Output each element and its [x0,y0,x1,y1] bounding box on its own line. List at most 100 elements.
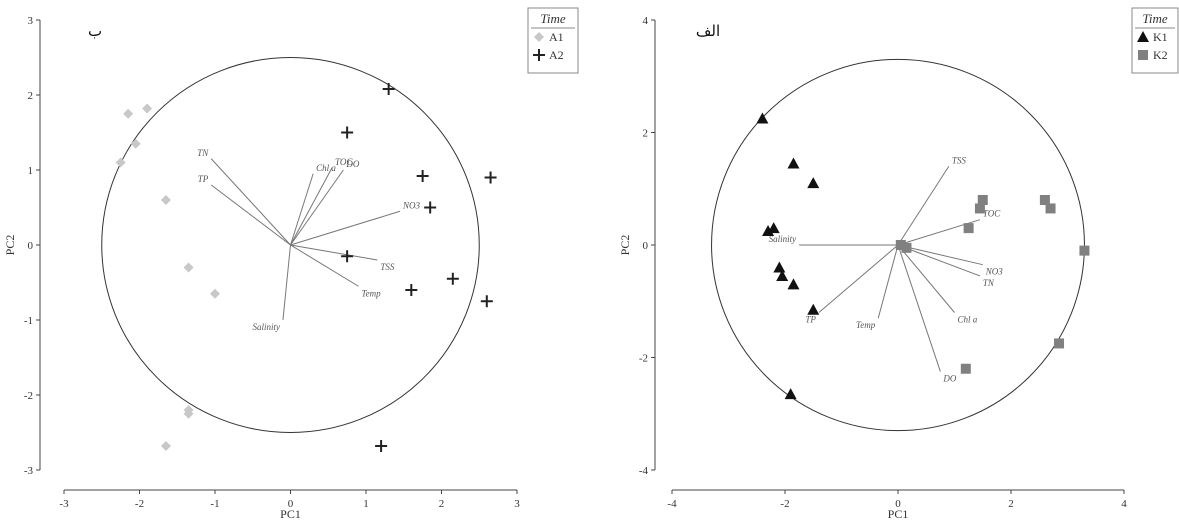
correlation-circle [101,57,480,433]
loading-label-chl-a: Chl a [958,315,978,325]
point-k1 [767,222,780,234]
x-tick-label: -3 [59,498,69,510]
y-axis-title: PC2 [618,235,632,256]
x-axis-title: PC1 [280,507,301,521]
point-a2 [382,83,395,95]
loading-vector-salinity [282,244,291,321]
loading-vector-tss [897,165,950,246]
point-k2 [1054,338,1065,349]
loading-vector-tss [290,244,378,261]
point-k1 [762,224,775,236]
y-tick-label: 0 [28,240,34,252]
point-k2 [974,203,985,214]
legend-marker-k1 [1137,31,1149,42]
legend-label-a2: A2 [549,48,564,62]
loading-label-salinity: Salinity [252,322,280,332]
y-tick-label: -4 [639,465,649,477]
point-k1 [784,388,797,400]
y-axis-title: PC2 [3,235,17,256]
loading-label-toc: TOC [335,157,353,167]
point-a1 [123,108,134,119]
point-a2 [446,272,459,285]
loading-vector-chl-a [897,244,955,313]
legend: Time A1 A2 [527,7,579,74]
point-a2 [405,284,418,296]
point-a1 [183,405,194,415]
point-k1 [773,261,786,273]
legend-marker-a1 [534,32,544,42]
x-tick-label: -2 [135,498,144,510]
x-tick-label: 4 [1121,498,1127,510]
x-tick-label: 2 [439,498,445,510]
legend-label-k2: K2 [1153,48,1168,62]
loading-label-do: DO [942,374,956,384]
x-tick-label: 0 [288,498,294,510]
loading-vector-no3 [897,244,983,266]
point-a2 [424,201,437,214]
x-tick-label: -2 [780,498,789,510]
loading-vector-no3 [290,210,401,246]
x-tick-label: 0 [895,498,901,510]
y-tick-label: 4 [643,15,649,27]
loading-label-salinity: Salinity [769,234,797,244]
loading-label-no3: NO3 [985,267,1004,277]
legend-label-a1: A1 [549,30,564,44]
point-k1 [787,157,800,169]
loading-label-tss: TSS [380,262,395,272]
loading-vector-tp [210,184,291,246]
point-a1 [210,288,220,299]
point-k1 [776,269,789,281]
loading-label-tss: TSS [952,155,967,165]
point-a1 [115,157,126,168]
legend-box [527,7,579,74]
point-a1 [183,262,194,273]
y-tick-label: 1 [28,165,34,177]
point-k2 [1079,245,1090,256]
y-tick-label: 2 [28,90,34,102]
legend-marker-k2 [1138,50,1148,60]
loading-label-do: DO [345,159,359,169]
x-tick-label: -1 [210,498,219,510]
correlation-circle [711,58,1085,432]
point-a2 [375,440,388,452]
point-a2 [341,126,354,139]
legend: Time K1 K2 [1131,7,1179,74]
point-k2 [1045,203,1056,214]
loading-vector-tn [897,244,981,277]
y-tick-label: -2 [639,353,648,365]
point-a2 [484,171,497,184]
point-k1 [807,177,820,189]
legend-marker-a2 [533,49,545,61]
y-tick-label: -1 [24,315,33,327]
panel-label: الف [696,22,720,40]
x-tick-label: 2 [1008,498,1014,510]
loading-vector-temp [877,244,899,319]
point-a1 [142,103,153,114]
loading-vector-chl-a [290,173,314,246]
loading-vector-do [290,169,344,246]
x-axis-title: PC1 [888,507,909,521]
y-tick-label: -2 [24,390,33,402]
x-tick-label: -4 [667,498,677,510]
loading-label-tn: TN [983,278,995,288]
y-tick-label: -3 [24,465,34,477]
x-tick-label: 1 [363,498,369,510]
legend-label-k1: K1 [1153,30,1168,44]
point-k2 [977,195,988,205]
point-k2 [1039,195,1050,205]
y-tick-label: 3 [28,15,34,27]
loading-label-tp: TP [198,174,209,184]
point-a2 [341,250,354,263]
legend-title: Time [1142,11,1168,26]
loading-vector-temp [290,244,359,287]
left-biplot-panel: -3 -2 -1 0 1 2 3 -3 -2 -1 0 1 2 3 PC1 PC2 TN TP Chl aTOCDO… [3,7,579,521]
loading-label-no3: NO3 [402,200,421,210]
point-a1 [160,441,171,451]
loading-label-chl-a: Chl a [316,163,336,173]
point-a1 [130,138,141,149]
point-k1 [787,278,800,290]
loading-label-tp: TP [805,315,816,325]
loading-vector-toc [290,167,333,246]
